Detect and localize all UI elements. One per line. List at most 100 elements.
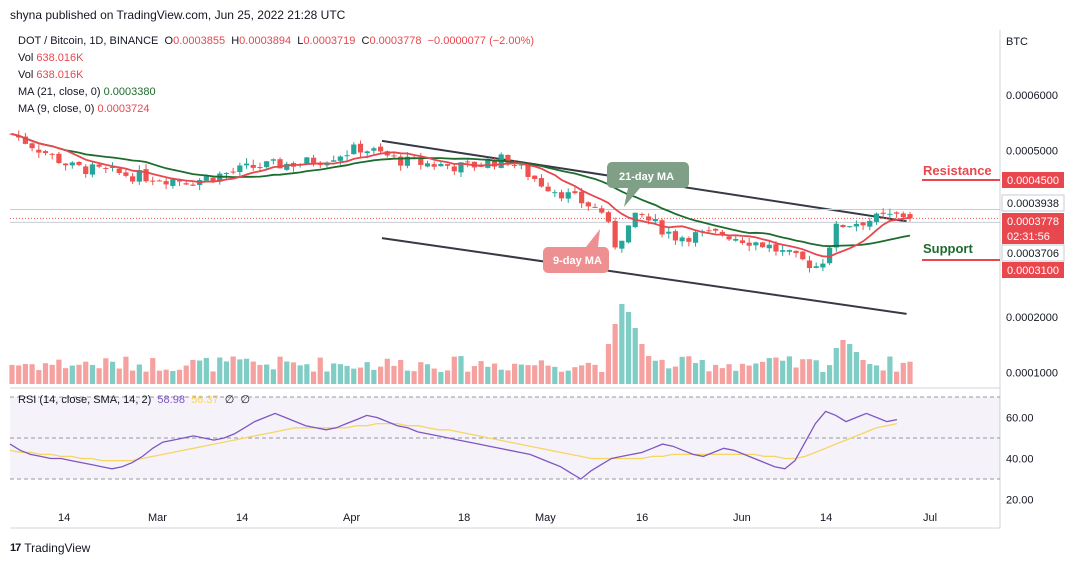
price-scale-box [1001, 194, 1065, 212]
candle-body [22, 136, 29, 144]
candle-body [277, 159, 283, 169]
candle-body [176, 180, 183, 182]
y-tick-label: 0.0001000 [1006, 368, 1058, 380]
tradingview-logo-icon: 17 [10, 542, 21, 554]
candle-body [63, 163, 69, 166]
x-tick-label: Mar [148, 512, 167, 524]
candle-body [42, 151, 49, 154]
candle-body [585, 202, 591, 207]
price-scale-box [1002, 172, 1064, 188]
rsi-tick-label: 60.00 [1006, 413, 1034, 425]
volume-bar [237, 359, 243, 384]
candle-body [518, 164, 524, 166]
candle-body [706, 230, 712, 232]
low-value: 0.0003719 [303, 35, 356, 47]
candle-body [190, 184, 196, 186]
candle-body [351, 144, 357, 155]
rsi-sma-value: 56.37 [191, 394, 219, 406]
volume-bar [230, 356, 236, 384]
candle-body [619, 240, 625, 249]
volume-bar [733, 370, 739, 384]
candle-body [250, 165, 256, 168]
candle-body [833, 223, 839, 248]
ma21-line [11, 133, 911, 248]
volume-bar [646, 356, 652, 384]
volume-bar [625, 312, 632, 384]
volume-bar [753, 363, 759, 384]
volume-bar [726, 364, 732, 384]
low-label: L [297, 35, 304, 47]
candle-body [686, 238, 692, 242]
ohlc-legend: DOT / Bitcoin, 1D, BINANCE O0.0003855 H0… [18, 35, 534, 47]
price-scale-label: 0.0004500 [1007, 175, 1059, 187]
candle-body [525, 163, 531, 177]
volume-bar [243, 358, 250, 384]
volume-bar [786, 356, 792, 384]
ma21-tag-box [607, 162, 689, 188]
volume-bar [150, 358, 156, 384]
candle-body [485, 159, 491, 168]
price-scale-label: 0.0003100 [1007, 265, 1059, 277]
symbol-label[interactable]: DOT / Bitcoin, 1D, BINANCE [18, 35, 159, 47]
vol-value: 638.016K [36, 69, 84, 81]
volume-bar [465, 371, 471, 384]
candle-body [840, 224, 846, 228]
candle-body [96, 164, 102, 167]
volume-bar [424, 364, 431, 384]
rsi-legend: RSI (14, close, SMA, 14, 2) 58.98 56.37 … [18, 393, 250, 406]
volume-bar [686, 356, 692, 384]
volume-bar [619, 304, 625, 384]
candle-body [733, 239, 739, 241]
price-scale-label: 0.0003778 [1007, 216, 1059, 228]
candle-body [270, 159, 276, 161]
volume-bar [719, 368, 725, 384]
candle-body [759, 242, 766, 248]
volume-bar [42, 363, 49, 384]
volume-bar [96, 368, 102, 384]
volume-bar [512, 363, 518, 384]
x-tick-label: Jul [923, 512, 937, 524]
volume-bar [103, 358, 109, 384]
y-tick-label: 0.0006000 [1006, 90, 1058, 102]
volume-bar [418, 362, 424, 384]
candle-body [331, 160, 337, 162]
ma21-legend: MA (21, close, 0) 0.0003380 [18, 86, 156, 98]
volume-bar [223, 361, 230, 384]
candle-body [103, 167, 109, 169]
support-label: Support [923, 241, 973, 256]
open-label: O [164, 35, 174, 47]
volume-bar [766, 358, 772, 384]
candle-body [143, 169, 149, 182]
candle-body [69, 162, 75, 166]
volume-bar [579, 365, 585, 384]
volume-bar [264, 364, 270, 384]
ma21-label: MA (21, close, 0) [18, 86, 101, 98]
volume-bar [331, 363, 337, 384]
candle-body [337, 156, 343, 161]
y-tick-label: 0.0002000 [1006, 312, 1058, 324]
volume-bar [847, 344, 853, 384]
candle-body [491, 160, 498, 167]
ma9-value: 0.0003724 [97, 103, 150, 115]
volume-bar [411, 371, 417, 384]
candle-body [893, 212, 900, 214]
x-tick-label: May [535, 512, 556, 524]
volume-bar [659, 359, 665, 384]
price-scale-label: 0.0003938 [1007, 198, 1059, 210]
volume-bar [63, 368, 69, 384]
volume-bar [833, 348, 839, 384]
brand-name[interactable]: TradingView [24, 541, 91, 555]
volume-bar [377, 366, 384, 384]
ma9-line [11, 133, 911, 258]
candle-body [753, 242, 759, 246]
ma21-tag [607, 162, 689, 207]
volume-bar [585, 362, 591, 384]
volume-bar [759, 361, 766, 384]
volume-bar [130, 370, 136, 384]
volume-bar [83, 361, 89, 384]
price-scale-box [1001, 244, 1065, 262]
candle-body [565, 192, 571, 199]
x-tick-label: Jun [733, 512, 751, 524]
candle-body [592, 206, 598, 208]
